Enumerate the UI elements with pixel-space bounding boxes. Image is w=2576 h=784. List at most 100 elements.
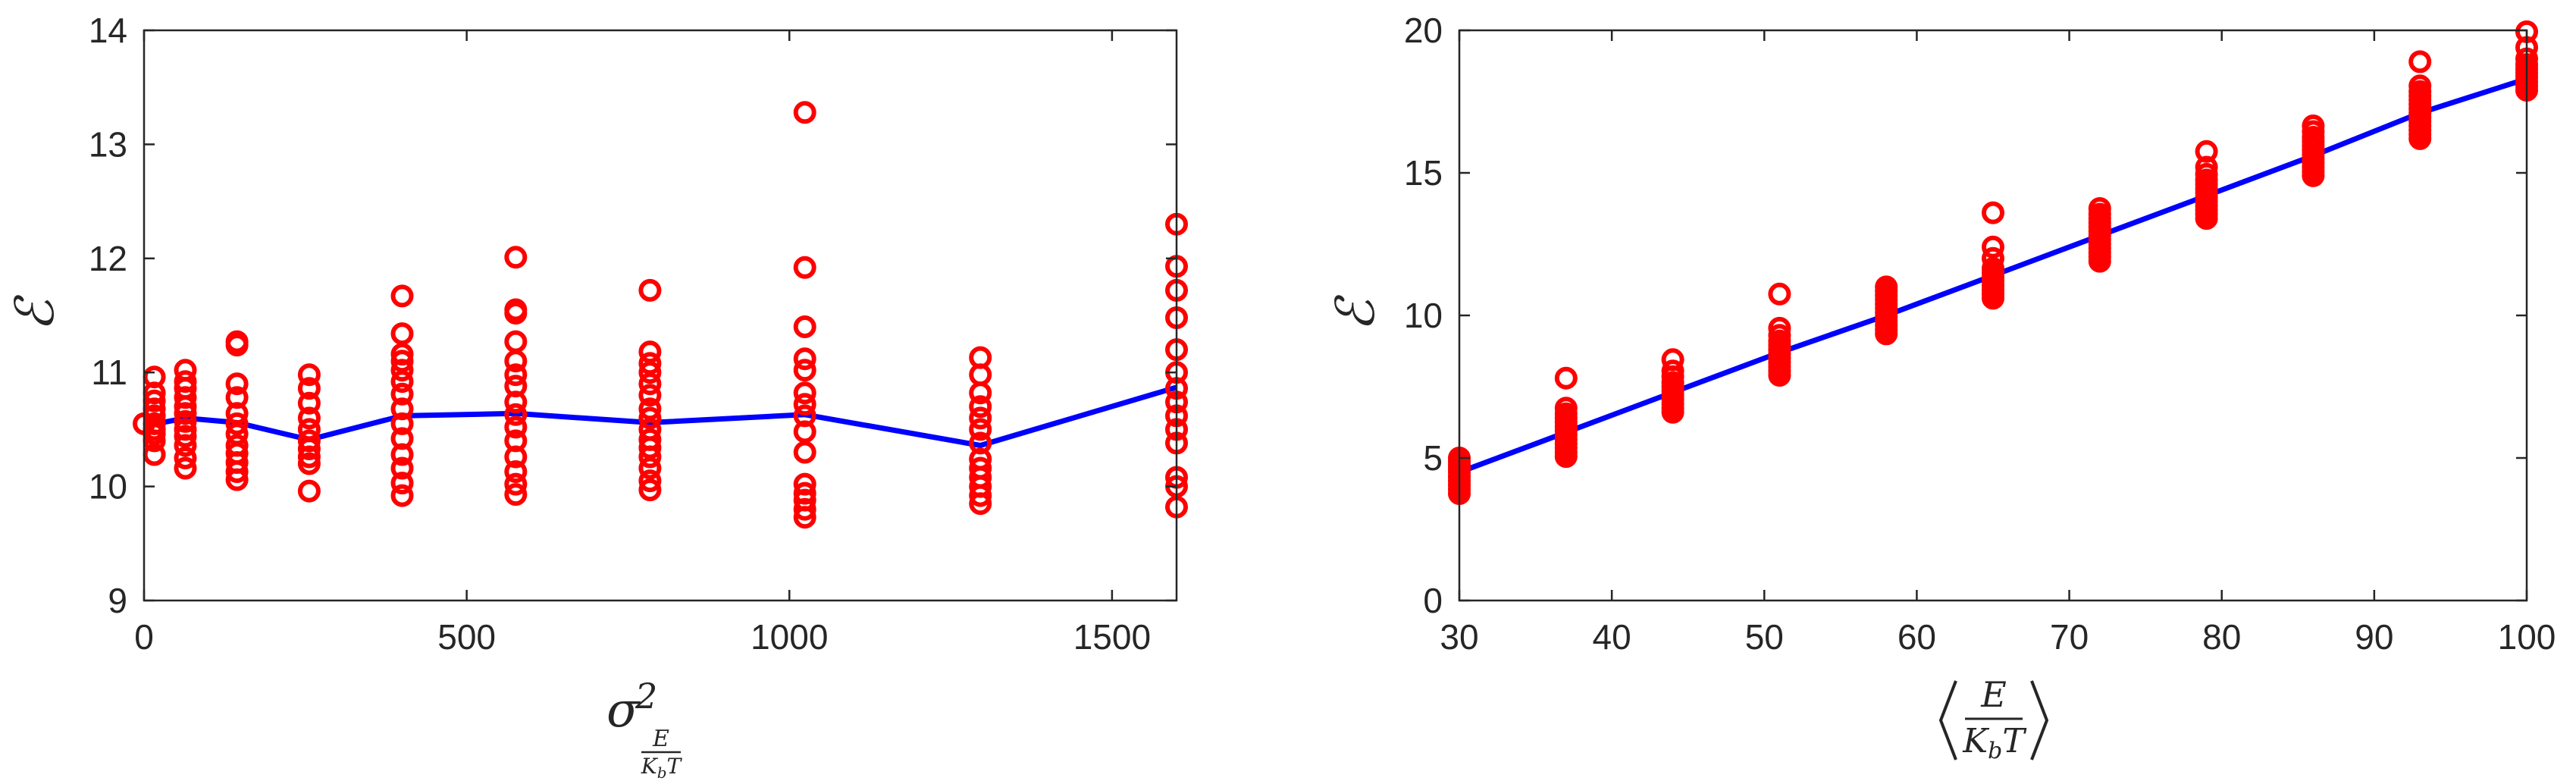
- left-scatter-point: [297, 418, 321, 441]
- left-scatter-point: [174, 456, 197, 480]
- left-scatter-point: [143, 412, 166, 435]
- left-mean-line-group: [143, 384, 1177, 448]
- left-scatter-point: [638, 397, 662, 421]
- left-scatter-point: [504, 483, 528, 506]
- right-scatter-point: [1661, 359, 1684, 383]
- left-scatter-point: [793, 359, 816, 382]
- left-scatter-point: [793, 481, 816, 505]
- left-scatter-point: [143, 404, 166, 428]
- left-scatter-point: [174, 409, 197, 433]
- left-scatter-point: [504, 416, 528, 439]
- right-scatter-point: [2195, 140, 2218, 163]
- left-scatter-point: [638, 352, 662, 375]
- left-scatter-point: [793, 101, 816, 124]
- left-scatter-point: [793, 393, 816, 416]
- left-plot-frame: [143, 29, 1178, 602]
- left-scatter-point: [297, 363, 321, 387]
- left-scatter-point: [143, 365, 166, 389]
- right-x-tick-label: 30: [1440, 617, 1478, 657]
- right-scatter-point: [2302, 114, 2325, 137]
- left-scatter-point: [504, 298, 528, 321]
- left-chart-panel: 0 500 1000 1500 9 10 11 12 13 14 ℰ σ 2 E KbT: [4, 11, 1188, 782]
- right-y-tick-label: 10: [1404, 296, 1443, 335]
- right-x-tick-label: 50: [1745, 617, 1784, 657]
- left-y-ticks: 9 10 11 12 13 14: [89, 11, 1177, 620]
- right-x-tick-label: 90: [2355, 617, 2393, 657]
- left-scatter-point: [504, 246, 528, 269]
- left-scatter-point: [793, 404, 816, 428]
- right-x-ticks: 30 40 50 60 70 80 90 100: [1440, 30, 2556, 657]
- left-scatter-point: [297, 377, 321, 400]
- right-x-tick-label: 100: [2498, 617, 2556, 657]
- left-scatter-point: [390, 412, 414, 435]
- left-scatter-point: [504, 375, 528, 398]
- left-scatter-point: [969, 395, 992, 419]
- left-scatter-point: [143, 389, 166, 412]
- left-scatter-point: [793, 315, 816, 338]
- left-scatter-point: [174, 447, 197, 469]
- left-scatter-point: [504, 429, 528, 453]
- left-scatter-point: [143, 443, 166, 466]
- svg-text:E: E: [652, 726, 669, 752]
- left-scatter-point: [390, 456, 414, 480]
- left-y-tick-label: 10: [89, 467, 127, 506]
- right-y-tick-label: 0: [1423, 581, 1443, 620]
- left-x-tick-label: 500: [437, 617, 496, 657]
- left-x-axis-label: σ 2 E KbT: [606, 676, 683, 782]
- left-scatter-point: [225, 422, 249, 446]
- left-scatter-point: [225, 330, 249, 353]
- right-scatter-point: [2408, 50, 2432, 74]
- left-scatter-point: [390, 284, 414, 308]
- right-scatter-point: [1768, 324, 1791, 347]
- left-scatter-point: [174, 359, 197, 382]
- left-scatter-point: [390, 350, 414, 373]
- left-scatter-point: [638, 469, 662, 493]
- left-scatter-point: [504, 330, 528, 353]
- right-x-tick-label: 40: [1593, 617, 1631, 657]
- left-scatter-point: [638, 278, 662, 302]
- left-scatter-point: [793, 256, 816, 279]
- left-y-tick-label: 9: [108, 581, 127, 620]
- left-scatter-point: [638, 418, 662, 441]
- left-y-tick-label: 12: [89, 239, 127, 278]
- left-scatter-point: [969, 456, 992, 480]
- right-scatter-point: [1554, 397, 1578, 420]
- right-y-tick-label: 5: [1423, 438, 1443, 478]
- left-x-tick-label: 0: [134, 617, 154, 657]
- left-mean-line: [143, 384, 1177, 448]
- right-scatter-point: [2408, 74, 2432, 98]
- left-scatter-point: [638, 340, 662, 364]
- svg-text:E: E: [1980, 674, 2007, 715]
- left-scatter-point: [969, 431, 992, 455]
- left-scatter-points: [133, 101, 1188, 529]
- right-scatter-point: [1554, 366, 1578, 390]
- left-scatter-point: [504, 460, 528, 483]
- right-scatter-point: [2195, 162, 2218, 186]
- left-scatter-point: [969, 406, 992, 430]
- left-scatter-point: [638, 428, 662, 451]
- left-scatter-point: [390, 382, 414, 406]
- left-scatter-point: [390, 397, 414, 421]
- left-scatter-point: [793, 381, 816, 405]
- left-scatter-point: [390, 484, 414, 507]
- left-scatter-point: [793, 472, 816, 496]
- right-scatter-point: [2088, 197, 2111, 220]
- right-scatter-point: [1982, 246, 2004, 270]
- left-scatter-point: [638, 478, 662, 502]
- svg-text:KbT: KbT: [641, 754, 683, 782]
- right-scatter-point: [1982, 201, 2004, 224]
- left-scatter-point: [225, 386, 249, 409]
- left-scatter-point: [504, 403, 528, 426]
- left-scatter-point: [638, 384, 662, 407]
- left-scatter-point: [297, 391, 321, 415]
- right-y-tick-label: 20: [1404, 11, 1443, 50]
- left-scatter-point: [390, 472, 414, 495]
- left-scatter-point: [225, 412, 249, 435]
- right-scatter-point: [1661, 348, 1684, 372]
- right-scatter-point: [1982, 235, 2004, 259]
- left-scatter-point: [793, 441, 816, 464]
- left-x-tick-label: 1000: [751, 617, 828, 657]
- right-scatter-point: [1768, 316, 1791, 340]
